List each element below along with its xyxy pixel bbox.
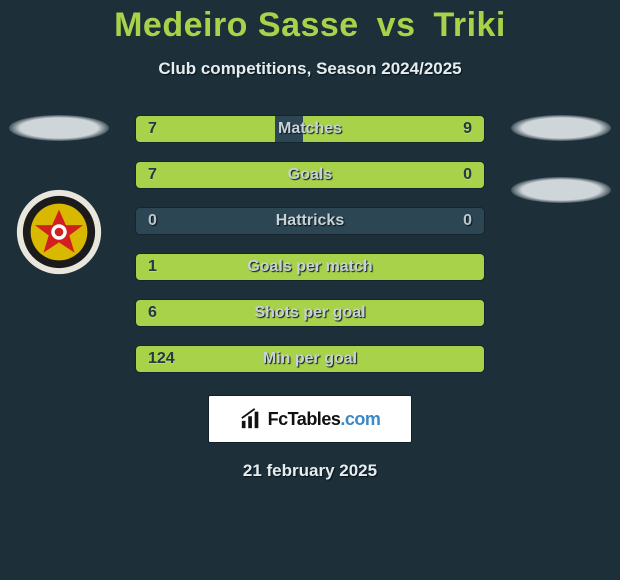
stat-row: 0 0Hattricks [135, 207, 485, 235]
bar-fill-left [136, 346, 484, 372]
bar-fill-left [136, 254, 484, 280]
player1-shadow-icon [9, 115, 109, 141]
stat-value-left: 124 [136, 346, 187, 373]
player2-shadow-icon [511, 115, 611, 141]
right-club-column [506, 115, 616, 203]
date-caption: 21 february 2025 [0, 461, 620, 481]
player2-shadow-icon-2 [511, 177, 611, 203]
headline: Medeiro Sasse vs Triki [0, 0, 620, 45]
bar-fill-left [136, 300, 484, 326]
brand-suffix: .com [340, 409, 380, 429]
stat-value-left: 0 [136, 208, 169, 235]
subtitle: Club competitions, Season 2024/2025 [0, 59, 620, 79]
stat-value-left: 7 [136, 116, 169, 143]
player1-club-logo [16, 189, 102, 275]
stat-value-right: 9 [451, 116, 484, 143]
stat-row: 6Shots per goal [135, 299, 485, 327]
brand-badge: FcTables.com [208, 395, 412, 443]
stat-value-right: 0 [451, 162, 484, 189]
stat-bars: 79Matches70Goals00Hattricks1Goals per ma… [135, 115, 485, 373]
stat-row: 124Min per goal [135, 345, 485, 373]
comparison-infographic: Medeiro Sasse vs Triki Club competitions… [0, 0, 620, 580]
brand-name: FcTables [268, 409, 341, 429]
player1-name: Medeiro Sasse [114, 6, 359, 44]
stat-row: 1Goals per match [135, 253, 485, 281]
stat-value-left: 7 [136, 162, 169, 189]
stat-value-left: 6 [136, 300, 169, 327]
stats-arena: 79Matches70Goals00Hattricks1Goals per ma… [0, 115, 620, 373]
brand-chart-icon [240, 408, 262, 430]
brand-text: FcTables.com [268, 409, 381, 430]
stat-row: 70Goals [135, 161, 485, 189]
vs-separator: vs [377, 6, 416, 44]
stat-value-right: 0 [451, 208, 484, 235]
bar-fill-left [136, 162, 397, 188]
stat-value-left: 1 [136, 254, 169, 281]
stat-label: Hattricks [136, 208, 484, 235]
left-club-column [4, 115, 114, 275]
stat-row: 79Matches [135, 115, 485, 143]
player2-name: Triki [433, 6, 505, 44]
